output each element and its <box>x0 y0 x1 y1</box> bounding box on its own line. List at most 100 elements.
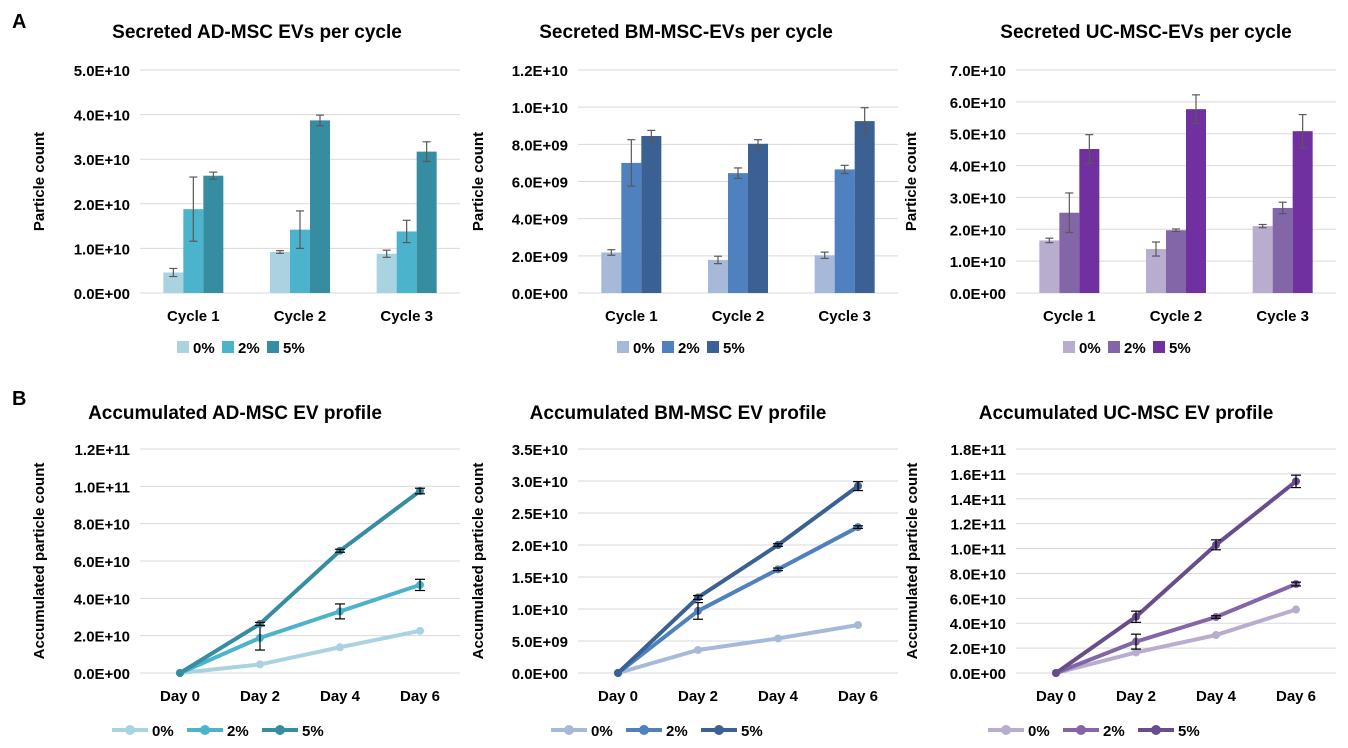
y-axis-label: Particle count <box>31 132 48 231</box>
y-tick-label: 6.0E+09 <box>512 175 568 192</box>
y-tick-label: 1.6E+11 <box>951 467 1006 484</box>
bar <box>814 255 835 293</box>
bar <box>290 229 310 293</box>
x-tick-label: Cycle 2 <box>274 308 327 325</box>
y-tick-label: 5.0E+10 <box>74 63 130 80</box>
bar <box>310 120 330 293</box>
x-tick-label: Day 0 <box>1036 688 1076 705</box>
legend-marker <box>714 725 724 735</box>
y-tick-label: 0.0E+00 <box>74 286 130 303</box>
legend-label: 2% <box>666 723 688 740</box>
series-line <box>1055 607 1297 675</box>
y-tick-label: 0.0E+00 <box>950 666 1006 683</box>
y-tick-label: 2.0E+10 <box>950 222 1006 239</box>
legend-label: 2% <box>1124 340 1146 357</box>
y-tick-label: 2.0E+10 <box>74 629 130 646</box>
data-point <box>1132 648 1140 657</box>
x-tick-label: Day 4 <box>320 688 361 705</box>
legend-swatch <box>1063 341 1075 353</box>
chart-title: Accumulated AD-MSC EV profile <box>88 403 382 424</box>
series-line <box>1055 582 1297 675</box>
series-line <box>1054 479 1298 675</box>
bar <box>163 272 184 293</box>
data-point <box>614 669 622 677</box>
legend-marker <box>275 725 285 735</box>
y-tick-label: 1.8E+11 <box>951 442 1006 459</box>
y-tick-label: 1.0E+11 <box>75 479 130 496</box>
y-tick-label: 1.2E+11 <box>75 442 130 459</box>
data-point <box>336 643 344 652</box>
y-tick-label: 6.0E+10 <box>950 591 1006 608</box>
bar <box>601 252 622 293</box>
legend-label: 0% <box>591 723 613 740</box>
legend-swatch <box>707 341 719 353</box>
y-tick-label: 4.0E+10 <box>74 591 130 608</box>
bar <box>1292 131 1313 293</box>
panel-label-a: A <box>12 11 26 33</box>
bar <box>854 121 875 294</box>
series-line <box>179 582 421 675</box>
legend-swatch <box>267 341 279 353</box>
legend-marker <box>564 725 574 735</box>
y-tick-label: 3.0E+10 <box>512 474 568 491</box>
y-tick-label: 8.0E+10 <box>74 517 130 534</box>
bar <box>1252 226 1273 293</box>
bar <box>376 253 397 293</box>
y-tick-label: 4.0E+09 <box>512 212 568 229</box>
legend-label: 5% <box>283 340 305 357</box>
y-tick-label: 7.0E+10 <box>950 63 1006 80</box>
y-tick-label: 4.0E+10 <box>950 159 1006 176</box>
legend-marker <box>1001 725 1011 735</box>
legend-label: 0% <box>152 723 174 740</box>
chart-3: Secreted UC-MSC-EVs per cycle 0.0E+00 1.0E… <box>903 22 1336 357</box>
legend-marker <box>1151 725 1161 735</box>
bar <box>1186 109 1206 293</box>
chart-2: Secreted BM-MSC-EVs per cycle 0.0E+00 2.0E… <box>470 22 898 357</box>
chart-title: Secreted BM-MSC-EVs per cycle <box>539 22 833 43</box>
bar <box>1146 249 1166 293</box>
y-tick-label: 1.0E+10 <box>512 100 568 117</box>
chart-title: Secreted UC-MSC-EVs per cycle <box>1000 22 1291 43</box>
data-point <box>176 669 184 677</box>
data-point <box>256 660 264 669</box>
x-tick-label: Cycle 2 <box>1150 308 1203 325</box>
legend-label: 0% <box>1028 723 1050 740</box>
bar <box>396 231 417 293</box>
x-tick-label: Day 0 <box>598 688 638 705</box>
bar <box>748 143 768 293</box>
bar <box>1079 149 1100 293</box>
y-tick-label: 2.0E+09 <box>512 249 568 266</box>
y-tick-label: 2.0E+10 <box>512 538 568 555</box>
chart-6: Accumulated UC-MSC EV profile 0.0E+00 2.0E… <box>904 403 1336 740</box>
bar <box>641 135 662 293</box>
legend-label: 2% <box>678 340 700 357</box>
charts-group: Secreted AD-MSC EVs per cycle 0.0E+00 1.0E… <box>31 22 1336 740</box>
x-tick-label: Cycle 2 <box>712 308 765 325</box>
x-tick-label: Day 4 <box>758 688 799 705</box>
y-axis-label: Particle count <box>903 132 920 231</box>
x-tick-label: Cycle 3 <box>380 308 433 325</box>
legend-label: 2% <box>1103 723 1125 740</box>
bar <box>1272 207 1293 293</box>
y-axis-label: Accumulated particle count <box>904 463 921 660</box>
y-tick-label: 0.0E+00 <box>74 666 130 683</box>
legend-label: 5% <box>741 723 763 740</box>
chart-4: Accumulated AD-MSC EV profile 0.0E+00 2.0E… <box>31 403 460 740</box>
y-tick-label: 1.2E+11 <box>951 517 1006 534</box>
bar <box>621 162 642 293</box>
y-tick-label: 0.0E+00 <box>512 286 568 303</box>
legend-swatch <box>617 341 629 353</box>
legend-label: 5% <box>1178 723 1200 740</box>
legend-swatch <box>222 341 234 353</box>
legend-swatch <box>662 341 674 353</box>
legend-label: 0% <box>633 340 655 357</box>
legend-label: 0% <box>193 340 215 357</box>
x-tick-label: Cycle 3 <box>818 308 871 325</box>
y-tick-label: 8.0E+09 <box>512 137 568 154</box>
panel-label-b: B <box>12 388 26 410</box>
bar <box>834 169 855 293</box>
bar <box>1039 240 1060 293</box>
legend-swatch <box>1108 341 1120 353</box>
series-line <box>616 525 859 675</box>
